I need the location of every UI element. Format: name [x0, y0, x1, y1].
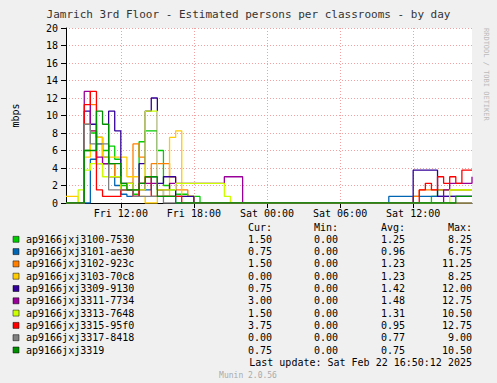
svg-text:1.48: 1.48: [381, 295, 405, 306]
svg-text:ap9166jxj3311-7734: ap9166jxj3311-7734: [26, 295, 134, 306]
svg-text:0.00: 0.00: [314, 308, 338, 319]
svg-text:Max:: Max:: [448, 222, 472, 233]
svg-text:0.00: 0.00: [248, 332, 272, 343]
svg-text:1.50: 1.50: [248, 258, 272, 269]
svg-text:0.00: 0.00: [314, 332, 338, 343]
svg-text:10: 10: [46, 110, 58, 121]
svg-text:2: 2: [52, 180, 58, 191]
svg-text:ap9166jxj3101-ae30: ap9166jxj3101-ae30: [26, 246, 134, 257]
svg-text:mbps: mbps: [10, 103, 21, 127]
svg-text:ap9166jxj3313-7648: ap9166jxj3313-7648: [26, 308, 134, 319]
svg-text:0.00: 0.00: [248, 271, 272, 282]
svg-text:1.23: 1.23: [381, 271, 405, 282]
svg-text:ap9166jxj3309-9130: ap9166jxj3309-9130: [26, 283, 134, 294]
svg-text:10.50: 10.50: [442, 308, 472, 319]
svg-text:0: 0: [52, 198, 58, 209]
svg-text:16: 16: [46, 58, 58, 69]
svg-text:3.75: 3.75: [248, 320, 272, 331]
svg-text:Fri 18:00: Fri 18:00: [167, 208, 221, 219]
svg-text:Cur:: Cur:: [248, 222, 272, 233]
svg-text:0.00: 0.00: [314, 271, 338, 282]
svg-text:0.00: 0.00: [314, 320, 338, 331]
svg-text:6.75: 6.75: [448, 246, 472, 257]
svg-text:0.77: 0.77: [381, 332, 405, 343]
svg-text:ap9166jxj3317-8418: ap9166jxj3317-8418: [26, 332, 134, 343]
svg-text:ap9166jxj3103-70c8: ap9166jxj3103-70c8: [26, 271, 134, 282]
svg-text:RRDTOOL / TOBI OETIKER: RRDTOOL / TOBI OETIKER: [482, 28, 490, 122]
svg-text:0.00: 0.00: [314, 345, 338, 356]
svg-text:12: 12: [46, 93, 58, 104]
svg-text:6: 6: [52, 145, 58, 156]
svg-text:0.75: 0.75: [248, 283, 272, 294]
svg-text:0.75: 0.75: [248, 246, 272, 257]
svg-text:8.25: 8.25: [448, 234, 472, 245]
svg-text:1.25: 1.25: [381, 234, 405, 245]
svg-text:ap9166jxj3102-923c: ap9166jxj3102-923c: [26, 258, 134, 269]
svg-text:0.00: 0.00: [314, 283, 338, 294]
svg-text:1.23: 1.23: [381, 258, 405, 269]
svg-text:1.50: 1.50: [248, 308, 272, 319]
svg-text:Avg:: Avg:: [381, 222, 405, 233]
svg-text:9.00: 9.00: [448, 332, 472, 343]
svg-text:0.00: 0.00: [314, 234, 338, 245]
svg-text:Jamrich 3rd Floor - Estimated: Jamrich 3rd Floor - Estimated persons pe…: [47, 8, 451, 21]
svg-text:ap9166jxj3100-7530: ap9166jxj3100-7530: [26, 234, 134, 245]
svg-text:12.75: 12.75: [442, 320, 472, 331]
svg-text:Last update: Sat Feb 22 16:50:: Last update: Sat Feb 22 16:50:12 2025: [249, 357, 472, 368]
svg-text:Fri 12:00: Fri 12:00: [94, 208, 148, 219]
svg-text:Sat 06:00: Sat 06:00: [313, 208, 367, 219]
svg-text:ap9166jxj3319: ap9166jxj3319: [26, 345, 104, 356]
svg-text:4: 4: [52, 163, 58, 174]
svg-text:18: 18: [46, 40, 58, 51]
svg-text:Sat 12:00: Sat 12:00: [386, 208, 440, 219]
svg-text:0.96: 0.96: [381, 246, 405, 257]
svg-text:0.75: 0.75: [381, 345, 405, 356]
svg-text:10.50: 10.50: [442, 345, 472, 356]
svg-text:11.25: 11.25: [442, 258, 472, 269]
svg-text:14: 14: [46, 75, 58, 86]
svg-text:12.75: 12.75: [442, 295, 472, 306]
svg-text:0.75: 0.75: [248, 345, 272, 356]
svg-text:1.42: 1.42: [381, 283, 405, 294]
svg-text:0.95: 0.95: [381, 320, 405, 331]
svg-text:Min:: Min:: [314, 222, 338, 233]
svg-text:12.00: 12.00: [442, 283, 472, 294]
svg-text:Munin 2.0.56: Munin 2.0.56: [219, 371, 277, 380]
svg-text:3.00: 3.00: [248, 295, 272, 306]
svg-text:0.00: 0.00: [314, 258, 338, 269]
svg-text:0.00: 0.00: [314, 295, 338, 306]
svg-text:8.25: 8.25: [448, 271, 472, 282]
svg-text:20: 20: [46, 23, 58, 34]
svg-text:Sat 00:00: Sat 00:00: [240, 208, 294, 219]
svg-text:1.31: 1.31: [381, 308, 405, 319]
svg-text:8: 8: [52, 128, 58, 139]
svg-text:ap9166jxj3315-95f0: ap9166jxj3315-95f0: [26, 320, 134, 331]
svg-text:1.50: 1.50: [248, 234, 272, 245]
svg-text:0.00: 0.00: [314, 246, 338, 257]
